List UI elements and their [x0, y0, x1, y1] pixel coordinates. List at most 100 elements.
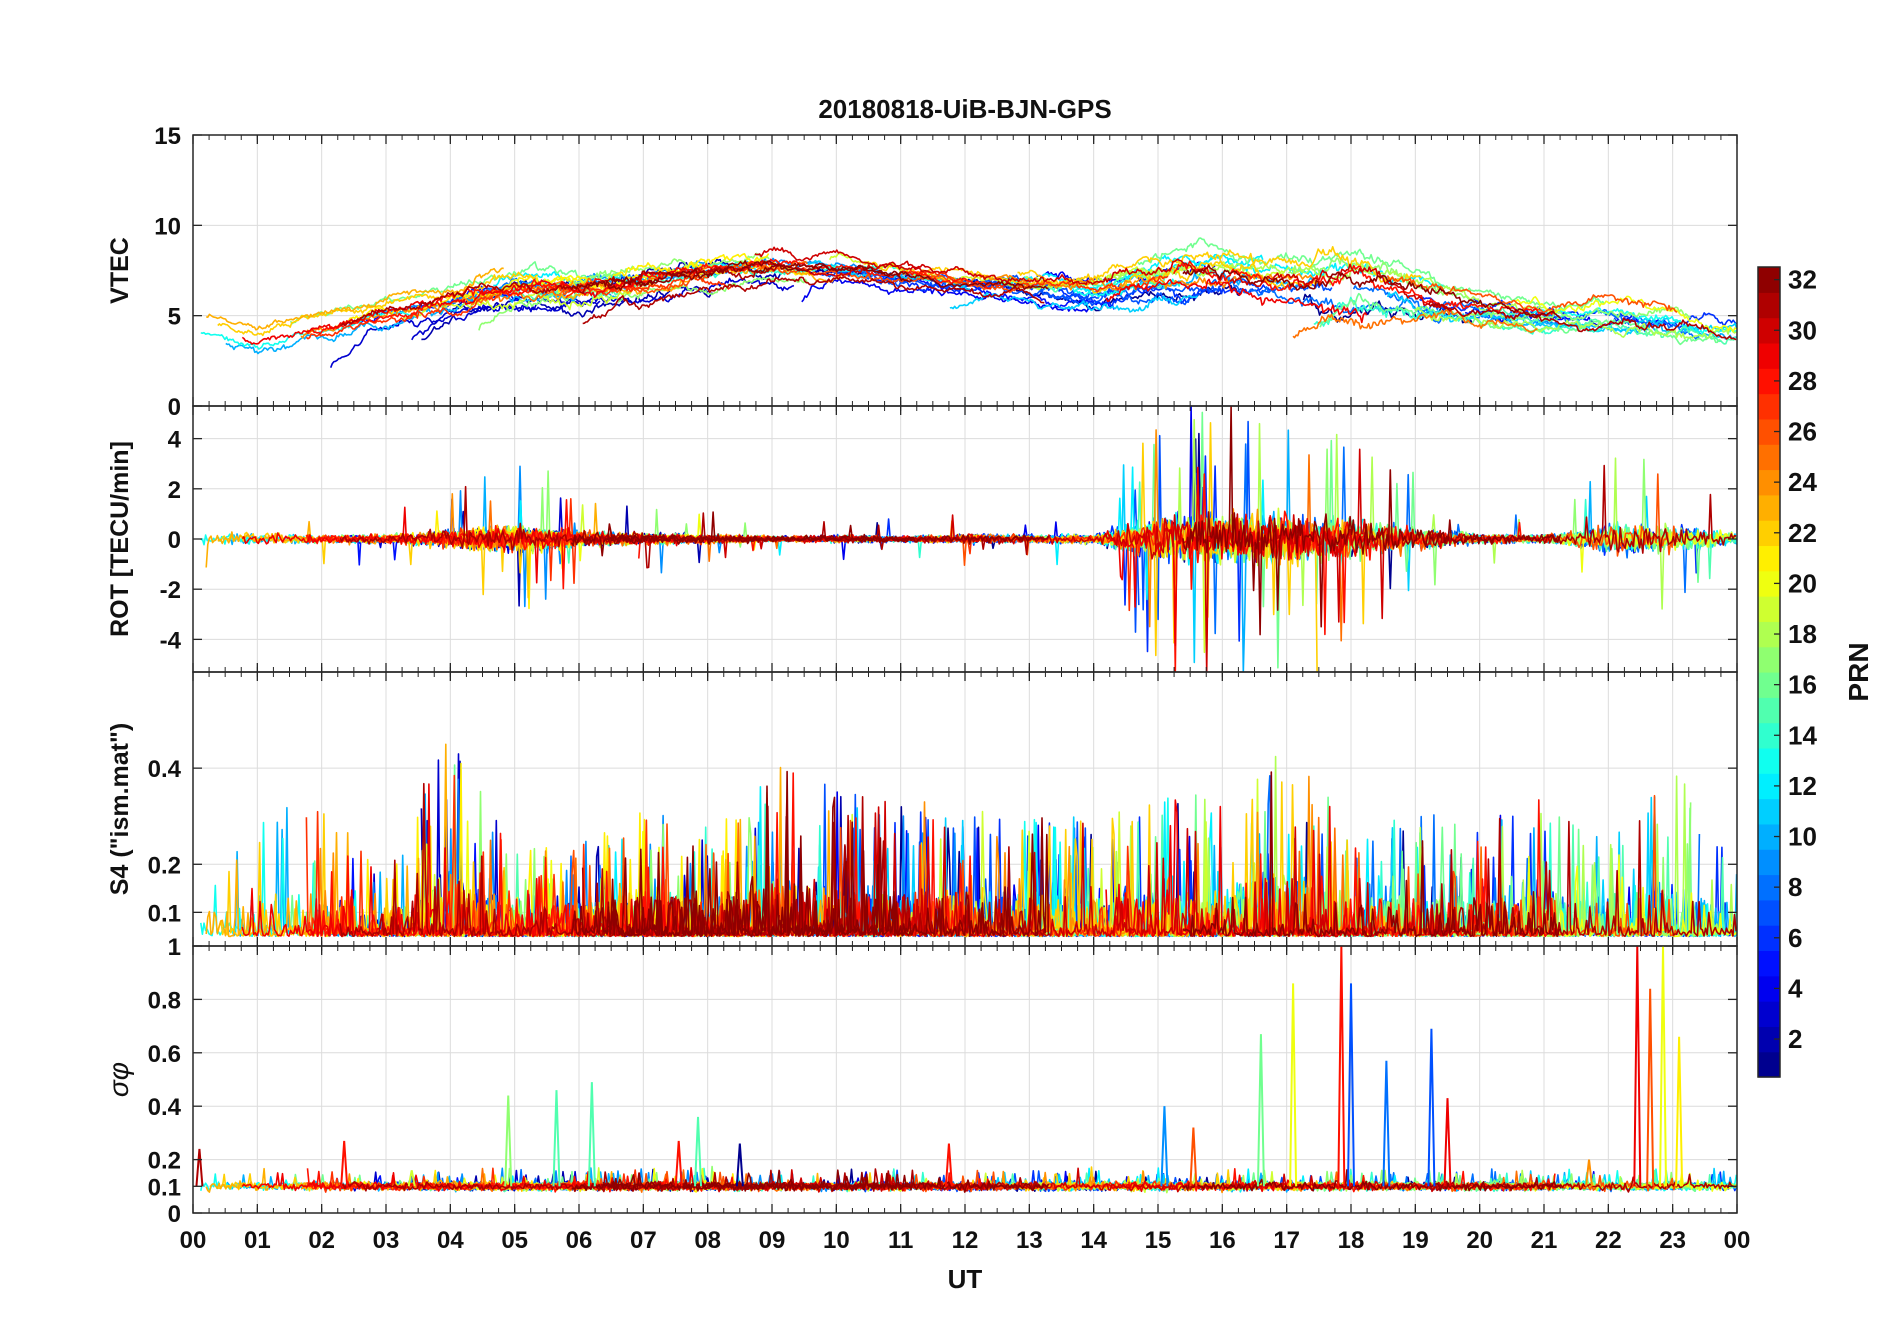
sigma-phi-spike: [1347, 983, 1355, 1187]
x-tick-label: 18: [1338, 1227, 1365, 1254]
colorbar-tick-label: 22: [1788, 518, 1817, 548]
x-tick-label: 01: [244, 1227, 271, 1254]
prn-series-line: [289, 261, 622, 325]
colorbar-step: [1758, 849, 1780, 876]
panel-vtec: 0 5 10 15 VTEC: [106, 123, 1738, 421]
sigma-phi-spike: [1659, 946, 1668, 1187]
sigma-phi-spike: [1633, 946, 1642, 1187]
prn-series-line: [1182, 771, 1562, 938]
prn-series-line: [1428, 302, 1737, 341]
prn-series-line: [1414, 306, 1737, 340]
grid-sigma-phi: [193, 945, 1737, 1214]
colorbar-tick-label: 32: [1788, 265, 1817, 295]
colorbar-step: [1758, 697, 1780, 724]
prn-series-line: [1182, 406, 1562, 636]
colorbar-step: [1758, 672, 1780, 698]
x-tick-label: 03: [373, 1227, 400, 1254]
prn-series-line: [565, 274, 734, 299]
prn-series-line: [1017, 246, 1422, 289]
colorbar-tick-label: 8: [1788, 872, 1802, 902]
sigma-phi-spike: [1160, 1106, 1169, 1187]
x-tick-label: 23: [1659, 1227, 1686, 1254]
colorbar-step: [1758, 975, 1780, 1002]
colorbar-step: [1758, 925, 1780, 952]
colorbar-step: [1758, 368, 1780, 395]
prn-series-line: [1137, 237, 1606, 311]
colorbar-step: [1758, 1026, 1780, 1053]
colorbar-step: [1758, 444, 1780, 471]
colorbar-step: [1758, 342, 1780, 369]
colorbar-step: [1758, 596, 1780, 622]
panel-s4: 0.1 0.2 0.4 S4 ("ism.mat"): [106, 671, 1738, 947]
colorbar-step: [1758, 646, 1780, 673]
sigma-phi-spike: [1189, 1127, 1198, 1187]
panel-rot: -4 -2 0 2 4 ROT [TECU/min]: [106, 405, 1738, 673]
sigma-phi-spike: [1675, 1036, 1684, 1187]
colorbar-step: [1758, 570, 1780, 597]
colorbar-step: [1758, 798, 1780, 825]
colorbar-step: [1758, 874, 1780, 901]
sigma-phi-spike: [1427, 1028, 1436, 1187]
prn-series-line: [1287, 448, 1692, 586]
ylabel-vtec: VTEC: [106, 237, 134, 304]
y-tick-label: 0.4: [148, 1094, 182, 1121]
x-tick-label: 05: [501, 1227, 528, 1254]
panel-sigma-phi: 00.10.2 0.4 0.6 0.8 1 σφ: [103, 934, 1738, 1228]
series-sigma-phi: [195, 946, 1737, 1194]
x-tick-label: 10: [823, 1227, 850, 1254]
colorbar-step: [1758, 747, 1780, 774]
prn-series-line: [1292, 308, 1538, 339]
x-tick-label: 00: [1724, 1227, 1751, 1254]
colorbar-step: [1758, 520, 1780, 547]
colorbar-step: [1758, 494, 1780, 521]
prn-series-line: [1228, 1173, 1452, 1193]
colorbar-step: [1758, 823, 1780, 850]
colorbar-tick-label: 26: [1788, 417, 1817, 447]
prn-series-line: [571, 260, 914, 290]
x-axis-label: UT: [948, 1264, 983, 1294]
sigma-phi-spike: [944, 1143, 953, 1187]
sigma-phi-spike: [1289, 983, 1298, 1187]
sigma-phi-spike: [1382, 1060, 1391, 1187]
series-vtec: [200, 237, 1737, 368]
x-tick-label: 07: [630, 1227, 657, 1254]
sigma-phi-spike: [587, 1082, 596, 1187]
prn-series-line: [570, 511, 914, 557]
prn-series-line: [411, 297, 601, 341]
y-tick-label: 0.4: [148, 756, 182, 783]
colorbar-tick-label: 14: [1788, 720, 1817, 750]
x-tick-label: 15: [1145, 1227, 1172, 1254]
prn-series-line: [305, 283, 584, 340]
y-tick-label: 0.1: [148, 900, 181, 927]
frame-sigma-phi: [192, 945, 1738, 1214]
colorbar-tick-label: 12: [1788, 771, 1817, 801]
x-tick-label: 21: [1531, 1227, 1558, 1254]
y-tick-label: 0: [168, 527, 181, 554]
sigma-phi-spike: [1443, 1098, 1452, 1187]
colorbar-tick-label: 16: [1788, 670, 1817, 700]
sigma-phi-spike: [504, 1095, 513, 1187]
colorbar-step: [1758, 393, 1780, 420]
prn-series-line: [1172, 260, 1556, 317]
prn-series-line: [1287, 257, 1691, 322]
chart-title: 20180818-UiB-BJN-GPS: [818, 94, 1111, 124]
prn-series-line: [863, 271, 1333, 307]
sigma-phi-spike: [1337, 946, 1346, 1187]
y-tick-label: -4: [160, 627, 182, 654]
ticks-vtec: 0 5 10 15: [154, 123, 1738, 421]
colorbar-step: [1758, 722, 1780, 749]
y-tick-label: 15: [154, 123, 181, 150]
prn-series-line: [1313, 296, 1604, 335]
y-tick-label: 5: [168, 304, 181, 331]
colorbar-tick-label: 24: [1788, 467, 1817, 497]
y-tick-label: 10: [154, 213, 181, 240]
y-tick-label: 0: [168, 1201, 181, 1228]
prn-series-line: [1386, 275, 1678, 314]
colorbar-step: [1758, 1001, 1780, 1027]
x-tick-label: 13: [1016, 1227, 1043, 1254]
prn-series-line: [1182, 264, 1562, 320]
y-tick-label: 0.1: [148, 1174, 181, 1201]
colorbar-step: [1758, 469, 1780, 496]
